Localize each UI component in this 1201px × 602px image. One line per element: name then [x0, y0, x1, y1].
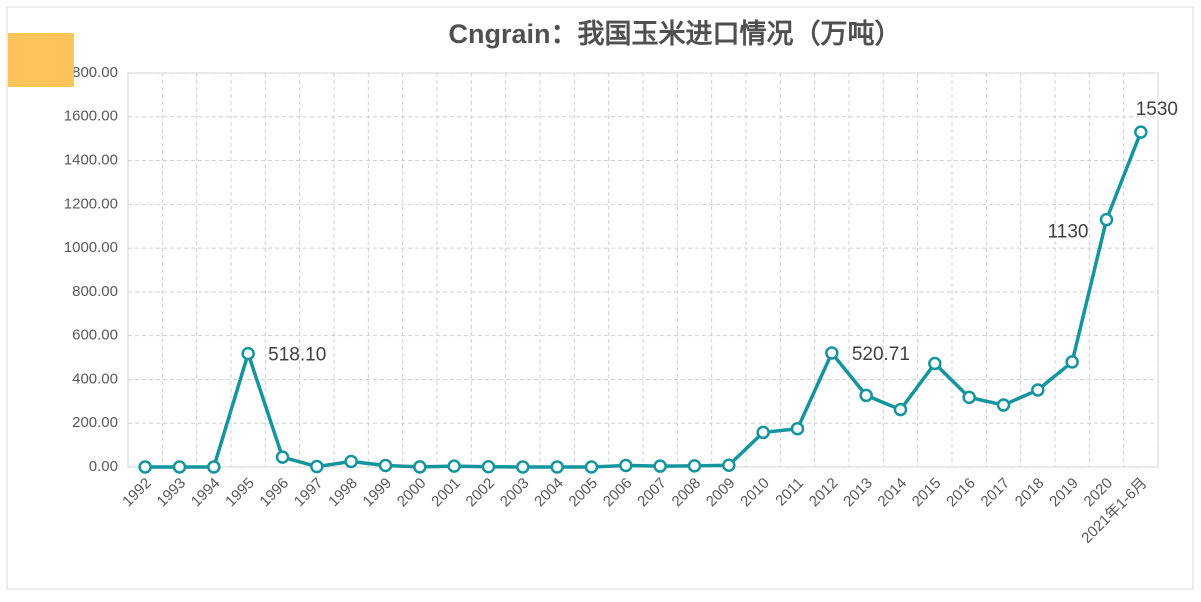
point: [859, 388, 873, 403]
point: [1031, 383, 1045, 397]
point: [1065, 355, 1079, 369]
y-tick-label: 1400.00: [64, 152, 118, 169]
y-tick-label: 400.00: [72, 370, 118, 387]
point: [893, 402, 908, 417]
y-tick-label: 200.00: [72, 414, 118, 431]
point: [138, 460, 152, 474]
point: [378, 458, 393, 473]
point: [275, 450, 290, 464]
point: [413, 460, 427, 474]
point: [241, 346, 255, 361]
y-tick-label: 1000.00: [64, 239, 118, 256]
point: [619, 458, 633, 473]
y-tick-label: 1800.00: [64, 64, 118, 81]
y-tick-label: 1600.00: [64, 108, 118, 125]
data-label: 1130: [1048, 222, 1089, 243]
point: [172, 460, 187, 474]
point: [516, 460, 530, 474]
point: [1134, 125, 1148, 139]
chart-title: Cngrain：我国玉米进口情况（万吨）: [448, 19, 901, 49]
y-tick-label: 600.00: [72, 327, 118, 344]
y-tick-label: 800.00: [72, 283, 118, 300]
point: [447, 459, 461, 473]
point: [550, 460, 564, 474]
point: [996, 398, 1011, 412]
point: [962, 390, 976, 405]
point: [928, 356, 942, 371]
corner-badge: [8, 33, 74, 87]
point: [653, 459, 667, 473]
point: [687, 459, 702, 473]
y-tick-label: 0.00: [89, 458, 118, 475]
y-tick-label: 1200.00: [64, 195, 118, 212]
point: [481, 460, 496, 474]
data-label: 520.71: [852, 344, 910, 365]
point: [756, 425, 770, 440]
point: [722, 458, 736, 472]
point: [790, 421, 805, 436]
point: [1099, 212, 1114, 227]
point: [344, 454, 358, 469]
point: [584, 460, 599, 474]
data-label: 518.10: [268, 345, 326, 366]
point: [825, 346, 839, 360]
data-label: 1530: [1136, 99, 1178, 120]
point: [310, 459, 324, 474]
chart-border: [6, 6, 1194, 590]
point: [207, 460, 221, 474]
